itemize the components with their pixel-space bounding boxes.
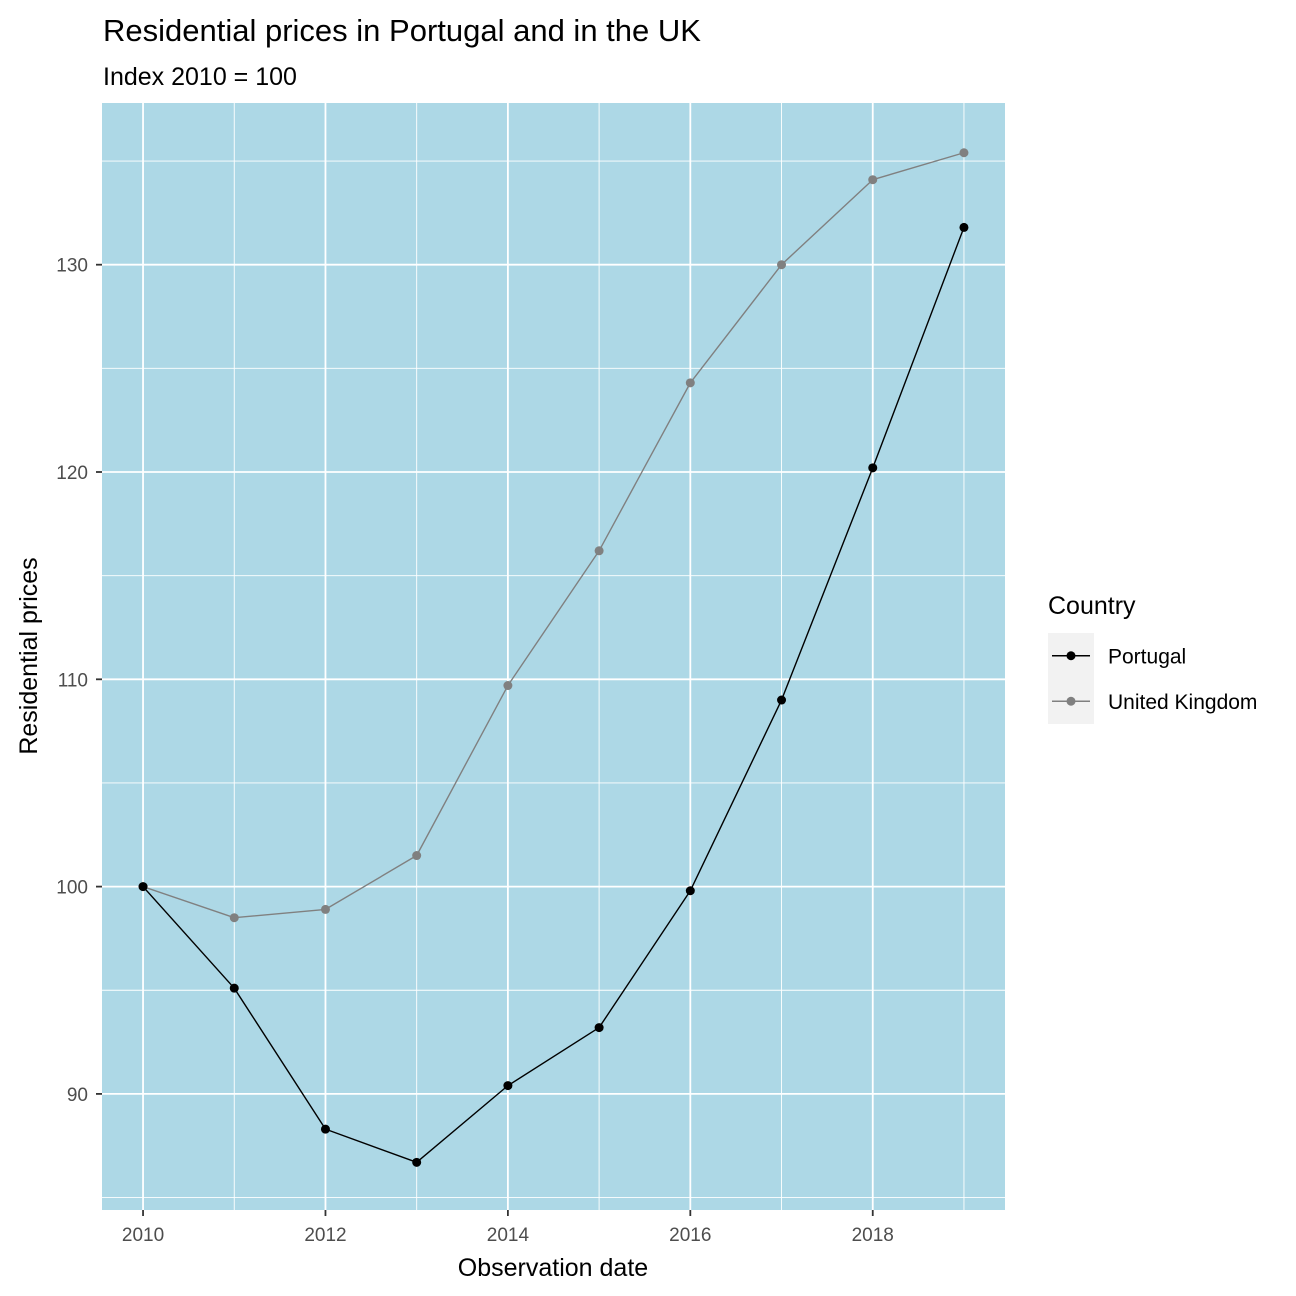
grid-major [102,103,1005,1210]
y-tick-label: 110 [58,670,88,691]
legend-key-point-portugal [1066,651,1076,661]
data-point-united-kingdom [868,175,878,185]
legend-label-portugal: Portugal [1108,645,1186,668]
data-point-portugal [868,463,878,473]
series-layer [138,148,969,1167]
y-axis-title: Residential prices [15,557,43,754]
y-tick-label: 130 [56,256,88,277]
legend-title: Country [1048,592,1136,620]
chart-subtitle: Index 2010 = 100 [103,63,297,91]
y-tick-label: 120 [56,463,88,484]
data-point-portugal [320,1124,330,1134]
legend-keys: Portugal United Kingdom [1048,633,1257,724]
x-tick-label: 2010 [122,1225,164,1246]
data-point-united-kingdom [229,913,239,923]
data-point-united-kingdom [503,681,513,691]
y-axis: 90 100 110 120 130 [56,256,102,1106]
data-point-united-kingdom [412,851,422,861]
data-point-united-kingdom [777,260,787,270]
grid-minor [102,103,1005,1210]
y-tick-label: 90 [67,1085,88,1106]
y-tick-label: 100 [56,878,88,899]
data-point-portugal [685,886,695,896]
legend-label-united-kingdom: United Kingdom [1108,691,1257,714]
legend: Country Portugal United Kingdom [1048,592,1257,724]
x-tick-label: 2014 [487,1225,530,1246]
chart-title: Residential prices in Portugal and in th… [103,13,701,48]
x-axis-title: Observation date [458,1254,648,1282]
legend-key-point-united-kingdom [1066,696,1076,706]
data-point-portugal [412,1157,422,1167]
data-point-portugal [229,983,239,993]
series-line-portugal [142,227,965,1164]
data-point-portugal [777,695,787,705]
data-point-portugal [503,1081,513,1091]
data-point-portugal [959,222,969,232]
data-point-united-kingdom [959,148,969,158]
x-tick-label: 2012 [304,1225,346,1246]
plot-panel [102,103,1005,1210]
series-line-united-kingdom [142,152,965,919]
x-tick-label: 2018 [852,1225,894,1246]
data-point-united-kingdom [594,546,604,556]
data-point-united-kingdom [320,904,330,914]
data-point-portugal [138,882,148,892]
x-tick-label: 2016 [669,1225,711,1246]
data-point-united-kingdom [685,378,695,388]
data-point-portugal [594,1023,604,1033]
x-axis: 2010 2012 2014 2016 2018 [122,1210,894,1246]
